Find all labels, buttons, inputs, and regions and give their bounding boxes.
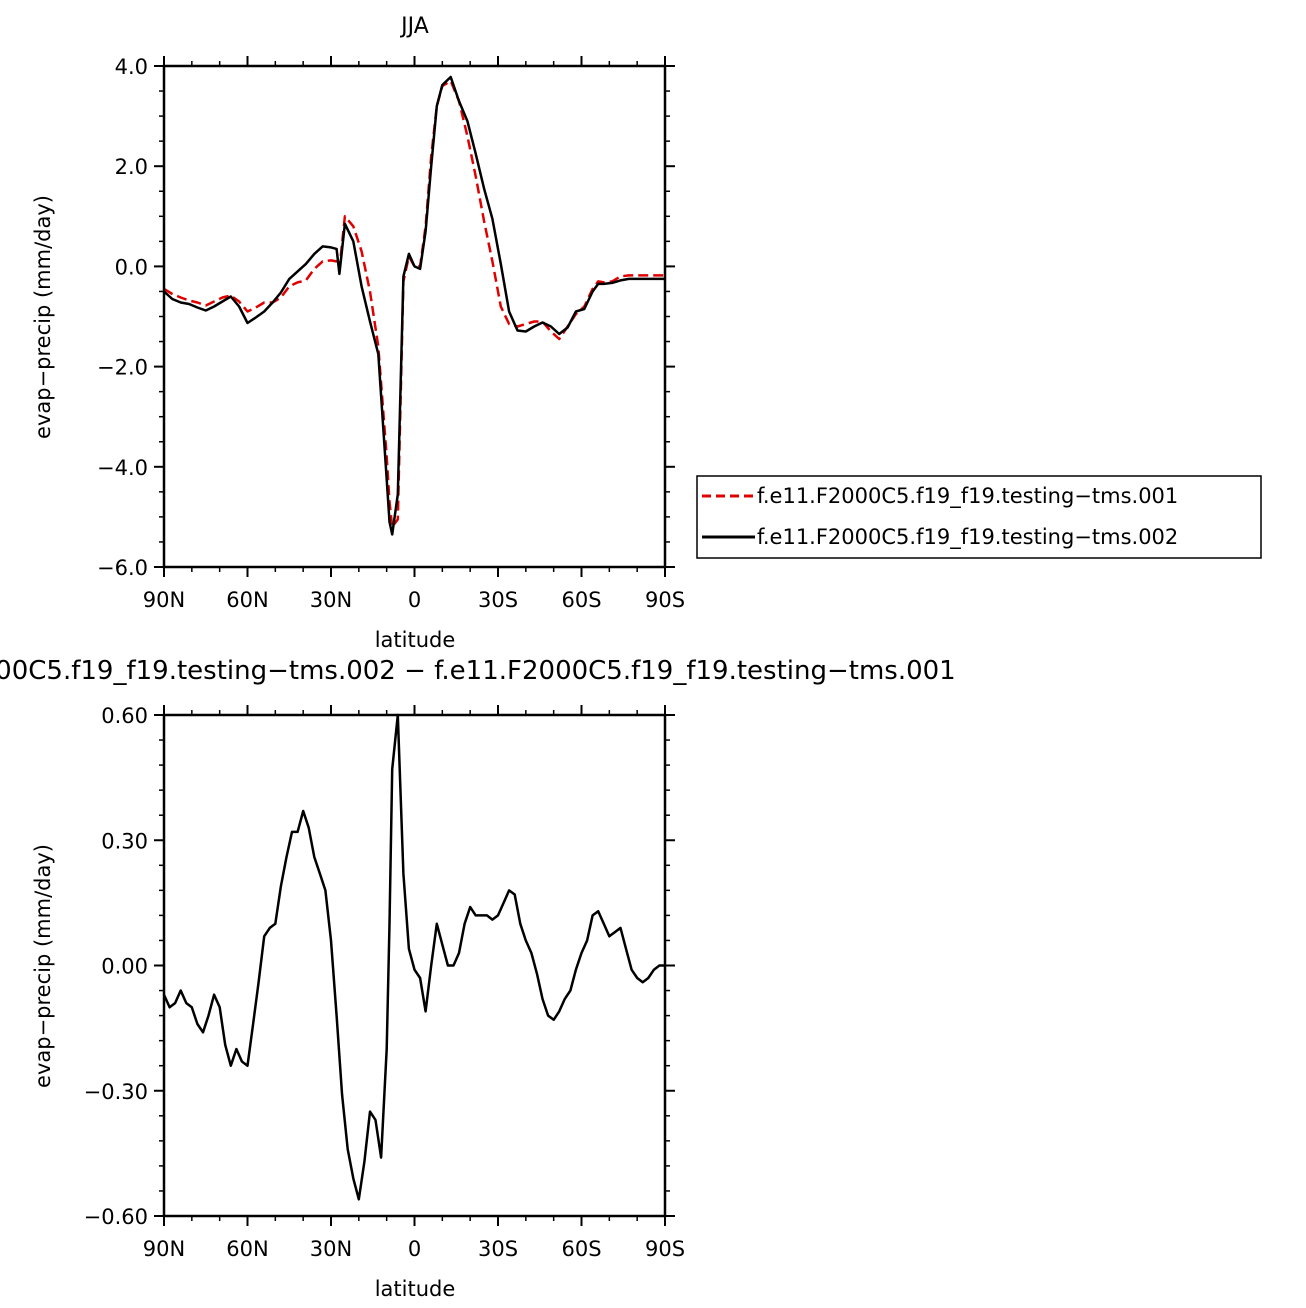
y-axis-label: evap−precip (mm/day)	[31, 195, 55, 439]
x-axis-label: latitude	[375, 1277, 456, 1301]
legend: f.e11.F2000C5.f19_f19.testing−tms.001 f.…	[696, 475, 1262, 559]
x-tick-label-90n: 90N	[143, 588, 185, 612]
x-tick-label-30s: 30S	[478, 1237, 518, 1261]
series-line-1	[162, 713, 665, 1201]
series-group	[163, 75, 665, 536]
x-tick-label-90n: 90N	[143, 1237, 185, 1261]
panel-bottom: f.e11.F2000C5.f19_f19.testing−tms.002 − …	[0, 656, 956, 1301]
x-tick-label-30n: 30N	[310, 1237, 352, 1261]
legend-label-001: f.e11.F2000C5.f19_f19.testing−tms.001	[757, 484, 1178, 509]
y-tick-label-4-0: 4.0	[115, 55, 148, 79]
legend-label-002: f.e11.F2000C5.f19_f19.testing−tms.002	[757, 525, 1178, 550]
legend-frame	[696, 475, 1262, 559]
y-tick-label-0-30: 0.30	[101, 829, 148, 853]
x-tick-label-0: 0	[408, 588, 421, 612]
x-tick-label-60n: 60N	[226, 588, 268, 612]
tick-group: 90N 60N 30N 0 30S 60S 90S 4.0 2.0 0.0 −2.0 −4.0 −6.0	[97, 55, 685, 612]
chart-title-difference: f.e11.F2000C5.f19_f19.testing−tms.002 − …	[0, 656, 956, 686]
x-axis-label: latitude	[375, 628, 456, 652]
y-tick-label-6-0: −6.0	[97, 556, 148, 580]
y-tick-label-0-60: −0.60	[84, 1205, 148, 1229]
chart-title: JJA	[399, 14, 429, 39]
y-tick-label-0-30: −0.30	[84, 1080, 148, 1104]
x-tick-label-90s: 90S	[645, 588, 685, 612]
y-tick-label-0-0: 0.0	[115, 255, 148, 279]
x-tick-label-60s: 60S	[561, 588, 601, 612]
plot-frame	[162, 64, 667, 569]
panel-top: JJA 90N 60N 30N 0 30S 60S 90S 4.0 2.0 0.0 −2.0 −4.0…	[31, 14, 685, 652]
x-tick-label-60s: 60S	[561, 1237, 601, 1261]
y-tick-label-0-60: 0.60	[101, 704, 148, 728]
series-line-002	[163, 75, 665, 536]
series-group	[162, 713, 665, 1201]
x-tick-label-60n: 60N	[226, 1237, 268, 1261]
series-line-001	[163, 79, 665, 529]
y-tick-label-2-0: −2.0	[97, 356, 148, 380]
x-tick-label-30n: 30N	[310, 588, 352, 612]
y-tick-label-4-0: −4.0	[97, 456, 148, 480]
y-axis-label: evap−precip (mm/day)	[31, 844, 55, 1088]
y-tick-label-0-00: 0.00	[101, 955, 148, 979]
x-tick-label-30s: 30S	[478, 588, 518, 612]
x-tick-label-0: 0	[408, 1237, 421, 1261]
tick-group: 90N 60N 30N 0 30S 60S 90S 0.60 0.30 0.00 −0.30 −0.6…	[84, 704, 685, 1261]
y-tick-label-2-0: 2.0	[115, 155, 148, 179]
x-tick-label-90s: 90S	[645, 1237, 685, 1261]
